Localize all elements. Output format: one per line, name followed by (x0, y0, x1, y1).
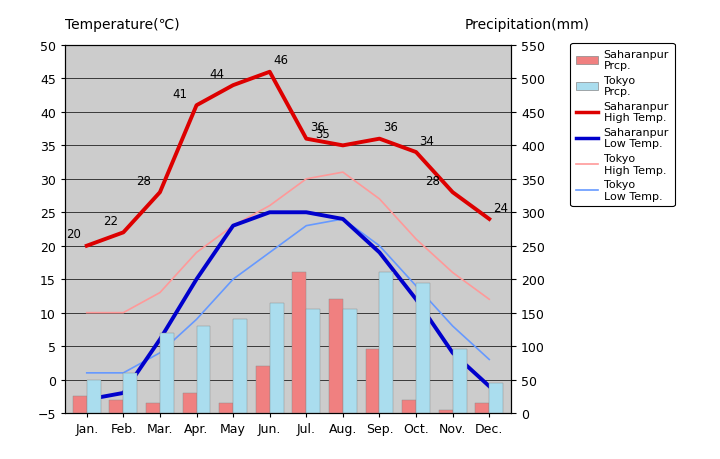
Text: 34: 34 (420, 134, 434, 147)
Text: 36: 36 (383, 121, 398, 134)
Bar (438, 410, 453, 413)
Text: 44: 44 (209, 67, 224, 81)
Bar (73, 397, 86, 413)
Text: 20: 20 (66, 228, 81, 241)
Text: 36: 36 (310, 121, 325, 134)
Bar (219, 403, 233, 413)
Bar (123, 373, 138, 413)
Bar (197, 326, 210, 413)
Bar (109, 400, 123, 413)
Text: 41: 41 (173, 88, 187, 101)
Bar (416, 283, 430, 413)
Bar (490, 383, 503, 413)
Text: 28: 28 (136, 174, 151, 187)
Bar (402, 400, 416, 413)
Bar (256, 366, 270, 413)
Bar (160, 333, 174, 413)
Bar (292, 273, 306, 413)
Text: 22: 22 (103, 214, 118, 228)
Bar (146, 403, 160, 413)
Text: 28: 28 (425, 174, 440, 187)
Bar (379, 273, 393, 413)
Bar (453, 350, 467, 413)
Legend: Saharanpur
Prcp., Tokyo
Prcp., Saharanpur
High Temp., Saharanpur
Low Temp., Toky: Saharanpur Prcp., Tokyo Prcp., Saharanpu… (570, 44, 675, 207)
Bar (366, 350, 379, 413)
Text: 46: 46 (273, 54, 288, 67)
Bar (306, 310, 320, 413)
Bar (270, 303, 284, 413)
Text: 24: 24 (492, 201, 508, 214)
Bar (86, 380, 101, 413)
Text: Precipitation(mm): Precipitation(mm) (464, 18, 590, 32)
Bar (475, 403, 490, 413)
Text: Temperature(℃): Temperature(℃) (65, 18, 179, 32)
Bar (233, 319, 247, 413)
Text: 35: 35 (315, 128, 330, 141)
Bar (183, 393, 197, 413)
Bar (343, 310, 357, 413)
Bar (329, 300, 343, 413)
